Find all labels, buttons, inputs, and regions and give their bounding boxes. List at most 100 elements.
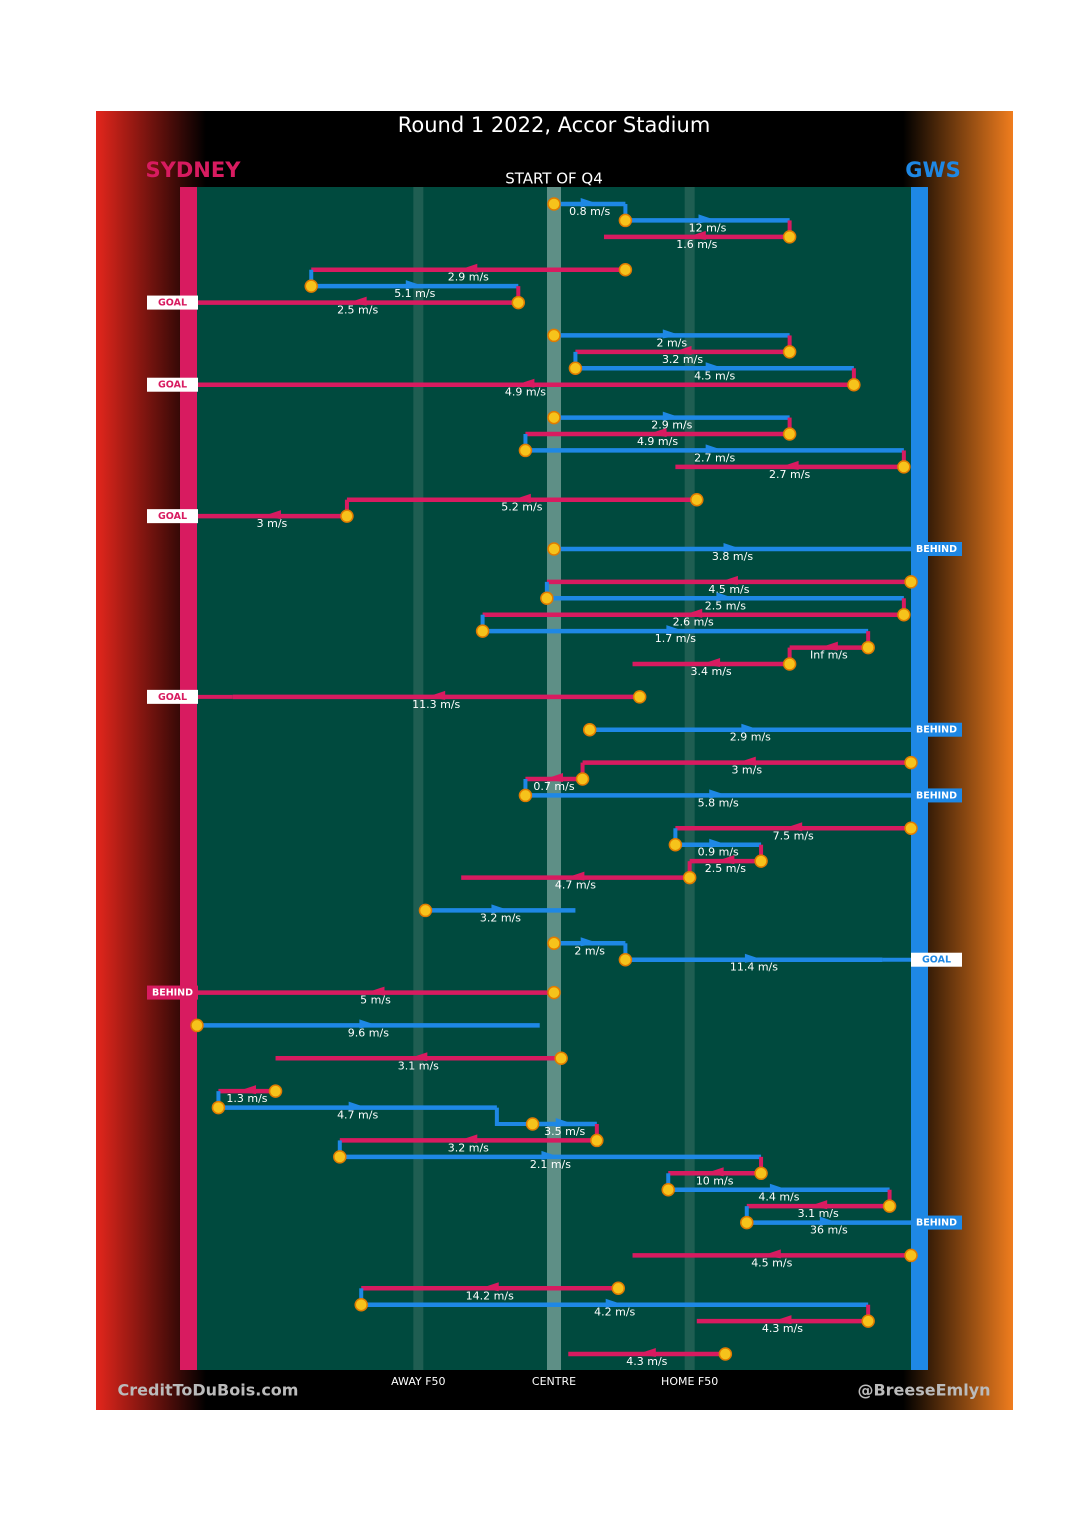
speed-label: 4.7 m/s [337, 1109, 378, 1122]
possession-marker [682, 870, 697, 885]
arrow [784, 822, 803, 832]
possession-marker [782, 427, 797, 441]
arrow [580, 198, 599, 207]
arrow [709, 789, 728, 799]
arrow [459, 263, 478, 273]
speed-label: 2.7 m/s [769, 468, 810, 481]
speed-label: 4.3 m/s [762, 1322, 803, 1335]
tick-band [413, 187, 424, 1370]
arrow [723, 543, 742, 552]
speed-label: 9.6 m/s [348, 1026, 389, 1039]
possession-marker [847, 377, 861, 392]
speed-label: 3 m/s [731, 764, 762, 777]
speed-label: 2.5 m/s [705, 599, 746, 612]
arrow [637, 1348, 656, 1357]
speed-label: Inf m/s [810, 649, 848, 662]
arrow [780, 460, 799, 470]
speed-label: 4.3 m/s [626, 1355, 667, 1368]
outcome-box [147, 377, 198, 392]
speed-label: 2.9 m/s [651, 419, 692, 432]
possession-marker [547, 985, 561, 1000]
x-tick-label: HOME F50 [661, 1375, 718, 1388]
outcome-label: BEHIND [152, 988, 193, 999]
arrow [541, 1150, 560, 1160]
outcome-label: GOAL [922, 955, 951, 966]
possession-marker [904, 1248, 918, 1263]
arrow [580, 937, 599, 947]
outcome-label: BEHIND [916, 544, 957, 555]
outcome-box [147, 985, 198, 1000]
speed-label: 5 m/s [360, 994, 391, 1007]
arrow [705, 444, 724, 454]
chart-title: Round 1 2022, Accor Stadium [398, 113, 711, 137]
possession-marker [268, 1084, 283, 1098]
possession-marker [418, 903, 433, 918]
possession-marker [518, 443, 533, 458]
possession-marker [861, 640, 875, 655]
speed-label: 3.1 m/s [798, 1207, 839, 1220]
speed-label: 2.5 m/s [705, 862, 746, 875]
possession-marker [547, 936, 561, 951]
possession-marker [354, 1297, 368, 1312]
speed-label: 2.5 m/s [337, 304, 378, 317]
speed-label: 3.1 m/s [398, 1059, 439, 1072]
arrow [348, 296, 367, 306]
possession-marker [690, 492, 704, 507]
speed-label: 3.5 m/s [544, 1125, 585, 1138]
arrow [555, 1118, 574, 1127]
arrow [405, 280, 424, 290]
left-goal-line [180, 187, 197, 1370]
arrow [719, 575, 738, 585]
outcome-label: GOAL [158, 692, 187, 703]
arrow [359, 1019, 378, 1029]
arrow [459, 1134, 478, 1144]
possession-marker [547, 410, 561, 425]
arrow [705, 362, 724, 372]
arrow [709, 838, 728, 848]
possession-marker [333, 1150, 347, 1164]
possession-marker [904, 575, 918, 589]
possession-marker [740, 1215, 754, 1230]
possession-marker [340, 509, 354, 523]
possession-marker [511, 295, 526, 310]
possession-marker [661, 1182, 675, 1197]
outcome-box [147, 509, 198, 524]
right-goal-line [911, 187, 928, 1370]
possession-marker [547, 197, 561, 211]
speed-label: 5.8 m/s [698, 796, 739, 809]
arrow [819, 641, 838, 651]
left-team: SYDNEY [146, 158, 242, 182]
speed-label: 3.8 m/s [712, 550, 753, 563]
arrow [809, 1200, 828, 1210]
outcome-label: GOAL [158, 380, 187, 391]
possession-marker [540, 591, 554, 606]
arrow [819, 1216, 838, 1226]
outcome-label: BEHIND [916, 790, 957, 801]
right-team: GWS [905, 158, 961, 182]
arrow [716, 855, 735, 865]
speed-label: 10 m/s [696, 1174, 734, 1187]
speed-label: 2.1 m/s [530, 1158, 571, 1171]
arrow [409, 1052, 428, 1062]
arrow [666, 625, 685, 635]
speed-label: 1.6 m/s [676, 238, 717, 251]
arrow [545, 773, 563, 782]
possession-marker [518, 788, 533, 803]
arrow [684, 608, 703, 618]
arrow [705, 1167, 724, 1177]
possession-marker [525, 1117, 540, 1131]
arrow [687, 230, 706, 240]
possession-marker [211, 1100, 226, 1115]
outcome-box [911, 1215, 962, 1230]
possession-marker [611, 1281, 626, 1296]
possession-marker [632, 690, 647, 704]
outcome-box [147, 689, 198, 704]
tick-band [684, 187, 695, 1370]
possession-marker [754, 1166, 768, 1181]
arrow [512, 493, 531, 503]
outcome-box [911, 952, 962, 967]
possession-marker [904, 755, 918, 770]
speed-label: 2.9 m/s [730, 731, 771, 744]
arrow [662, 329, 681, 339]
arrow [737, 756, 756, 766]
